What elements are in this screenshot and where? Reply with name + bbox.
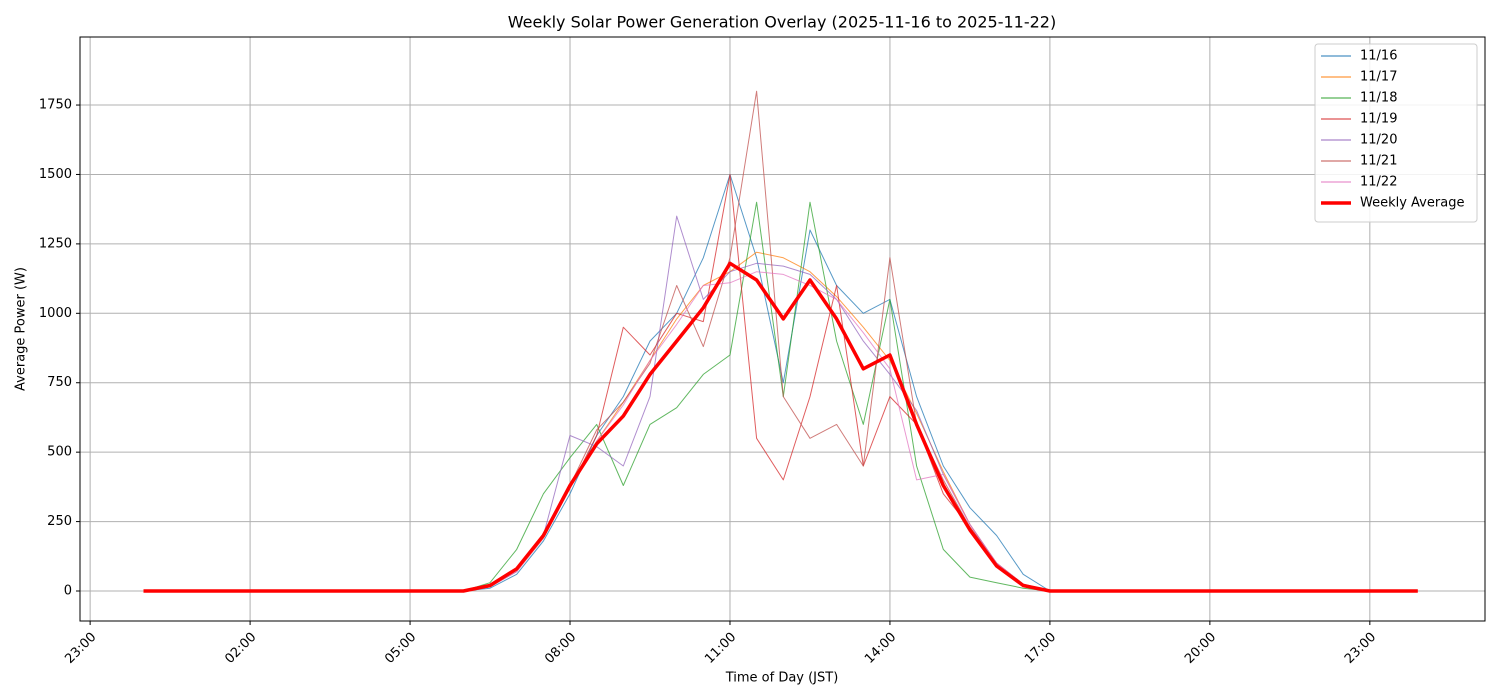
legend: 11/16 11/17 11/18 11/19 11/20 11/21 11/22 Weekl… — [1314, 43, 1478, 223]
y-tick-label: 1000 — [39, 306, 72, 321]
series-line — [143, 90, 1418, 592]
legend-label: 11/17 — [1360, 70, 1397, 85]
x-tick-label: 05:00 — [382, 630, 419, 667]
y-tick-label: 1250 — [39, 236, 72, 251]
x-tick-label: 23:00 — [62, 630, 99, 667]
x-tick-label: 11:00 — [702, 630, 739, 667]
legend-label: 11/22 — [1360, 175, 1397, 190]
chart-title: Weekly Solar Power Generation Overlay (2… — [508, 13, 1056, 32]
series-line — [143, 251, 1418, 592]
series-line — [143, 215, 1418, 592]
x-tick-label: 20:00 — [1182, 630, 1219, 667]
x-tick-label: 23:00 — [1342, 630, 1379, 667]
y-tick-label: 1500 — [39, 167, 72, 182]
series-line — [143, 271, 1418, 592]
x-axis-label: Time of Day (JST) — [725, 671, 839, 686]
y-tick-label: 0 — [64, 584, 72, 599]
series-line — [143, 201, 1418, 592]
legend-label: 11/21 — [1360, 154, 1397, 169]
series-line — [143, 261, 1418, 593]
legend-label: Weekly Average — [1360, 196, 1464, 211]
x-tick-label: 17:00 — [1022, 630, 1059, 667]
x-tick-label: 08:00 — [542, 630, 579, 667]
legend-label: 11/20 — [1360, 133, 1397, 148]
legend-label: 11/19 — [1360, 112, 1397, 127]
y-tick-label: 750 — [47, 375, 72, 390]
y-axis-label: Average Power (W) — [14, 267, 29, 391]
legend-label: 11/16 — [1360, 49, 1397, 64]
y-tick-label: 1750 — [39, 98, 72, 113]
legend-label: 11/18 — [1360, 91, 1397, 106]
x-tick-label: 02:00 — [222, 630, 259, 667]
y-tick-label: 250 — [47, 514, 72, 529]
x-tick-label: 14:00 — [862, 630, 899, 667]
plot-frame — [79, 36, 1486, 622]
legend-box — [1314, 43, 1478, 223]
y-tick-label: 500 — [47, 445, 72, 460]
